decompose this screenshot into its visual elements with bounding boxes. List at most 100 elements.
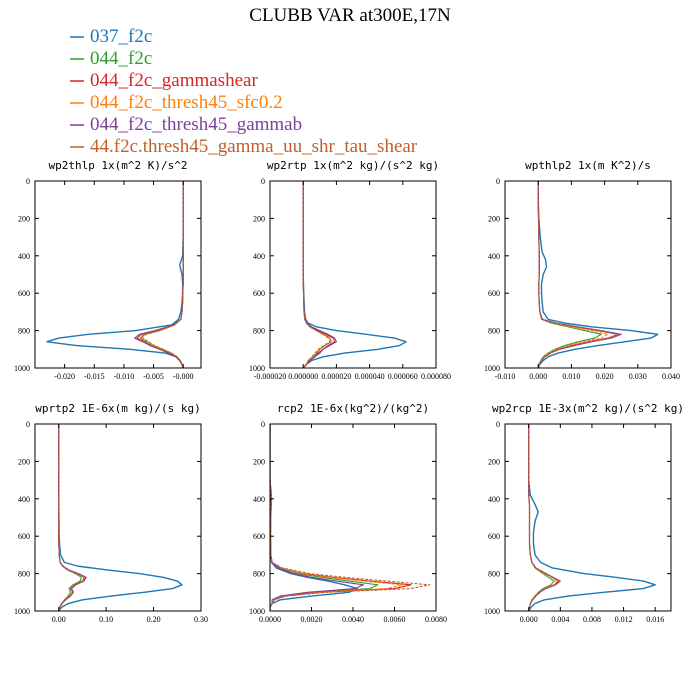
y-tick-label: 600: [488, 532, 500, 541]
x-tick-label: -0.020: [54, 372, 75, 381]
panel-title: wp2thlp 1x(m^2 K)/s^2: [48, 159, 187, 172]
panels: wp2thlp 1x(m^2 K)/s^202004006008001000-0…: [14, 159, 684, 624]
series-group: [302, 181, 407, 368]
y-tick-label: 1000: [249, 364, 265, 373]
series-line: [302, 181, 332, 368]
x-tick-label: 0.20: [147, 615, 161, 624]
figure-title: CLUBB VAR at300E,17N: [249, 5, 451, 26]
y-tick-label: 0: [496, 177, 500, 186]
y-tick-label: 400: [18, 252, 30, 261]
panel-title: wpthlp2 1x(m K^2)/s: [525, 159, 651, 172]
series-group: [58, 424, 183, 611]
series-group: [537, 181, 659, 368]
chart-panel: rcp2 1E-6x(kg^2)/(kg^2) 0 200 400 600 800 1000…: [249, 402, 447, 624]
series-line: [270, 424, 431, 611]
x-tick-label: 0.012: [615, 615, 633, 624]
x-tick-label: 0.00: [52, 615, 66, 624]
axis-frame: [504, 180, 672, 369]
y-tick-label: 800: [488, 327, 500, 336]
chart-panel: wprtp2 1E-6x(m kg)/(s kg) 0 200 400 600 800 10…: [14, 402, 208, 624]
series-line: [528, 424, 656, 611]
y-tick-label: 600: [488, 289, 500, 298]
x-tick-label: 0.000: [529, 372, 547, 381]
x-tick-label: 0.0040: [342, 615, 364, 624]
x-tick-label: 0.040: [662, 372, 680, 381]
chart-panel: wp2rcp 1E-3x(m^2 kg)/(s^2 kg) 0 200 400 600 8…: [484, 402, 684, 624]
x-tick-label: 0.0020: [301, 615, 323, 624]
series-line: [537, 181, 619, 368]
y-tick-label: 0: [261, 420, 265, 429]
y-tick-label: 400: [253, 252, 265, 261]
series-line: [302, 181, 332, 368]
y-tick-label: 200: [253, 457, 265, 466]
y-tick-label: 600: [253, 289, 265, 298]
series-line: [302, 181, 337, 368]
y-tick-label: 1000: [14, 607, 30, 616]
series-line: [139, 181, 184, 368]
y-tick-label: 200: [18, 457, 30, 466]
x-tick-label: 0.020: [596, 372, 614, 381]
y-tick-label: 200: [488, 214, 500, 223]
series-line: [270, 424, 379, 611]
legend-label: 037_f2c: [90, 26, 152, 47]
legend-entry: 044_f2c_gammashear: [70, 70, 258, 91]
y-tick-label: 1000: [249, 607, 265, 616]
x-tick-label: 0.000040: [355, 372, 385, 381]
y-tick-label: 0: [496, 420, 500, 429]
series-group: [270, 424, 431, 611]
x-tick-label: -0.010: [114, 372, 135, 381]
x-tick-label: 0.0080: [425, 615, 447, 624]
x-tick-label: 0.000080: [421, 372, 451, 381]
series-line: [58, 424, 85, 611]
y-tick-label: 1000: [484, 364, 500, 373]
x-tick-label: -0.015: [84, 372, 105, 381]
y-tick-label: 1000: [484, 607, 500, 616]
series-line: [270, 424, 364, 611]
y-tick-label: 600: [18, 532, 30, 541]
axis-frame: [504, 423, 672, 612]
x-tick-label: -0.000: [173, 372, 194, 381]
series-line: [142, 181, 184, 368]
series-line: [302, 181, 407, 368]
x-tick-label: 0.030: [629, 372, 647, 381]
legend-entry: 044_f2c_thresh45_gammab: [70, 114, 302, 135]
y-tick-label: 800: [253, 327, 265, 336]
legend-entry: 044_f2c: [70, 48, 152, 69]
series-line: [46, 181, 184, 368]
x-tick-label: 0.10: [99, 615, 113, 624]
x-tick-label: 0.004: [551, 615, 569, 624]
x-tick-label: 0.000060: [388, 372, 418, 381]
chart-panel: wp2thlp 1x(m^2 K)/s^2 0 200 400 600 800 1000 -0…: [14, 159, 202, 381]
x-tick-label: 0.008: [583, 615, 601, 624]
y-tick-label: 600: [18, 289, 30, 298]
y-tick-label: 600: [253, 532, 265, 541]
x-tick-label: 0.016: [646, 615, 664, 624]
y-tick-label: 200: [253, 214, 265, 223]
y-tick-label: 0: [26, 420, 30, 429]
legend-entry: 44.f2c.thresh45_gamma_uu_shr_tau_shear: [70, 136, 418, 157]
y-tick-label: 1000: [14, 364, 30, 373]
y-tick-label: 800: [18, 570, 30, 579]
x-tick-label: 0.000020: [321, 372, 351, 381]
legend-label: 044_f2c_gammashear: [90, 70, 258, 91]
panel-title: wp2rcp 1E-3x(m^2 kg)/(s^2 kg): [492, 402, 684, 415]
x-tick-label: -0.005: [143, 372, 164, 381]
y-tick-label: 400: [488, 495, 500, 504]
y-tick-label: 800: [18, 327, 30, 336]
series-line: [528, 424, 561, 611]
series-line: [58, 424, 86, 611]
x-tick-label: 0.0060: [384, 615, 406, 624]
series-line: [270, 424, 358, 611]
y-tick-label: 200: [488, 457, 500, 466]
x-tick-label: 0.000: [520, 615, 538, 624]
legend-label: 44.f2c.thresh45_gamma_uu_shr_tau_shear: [90, 136, 418, 157]
panel-title: rcp2 1E-6x(kg^2)/(kg^2): [277, 402, 429, 415]
x-tick-label: -0.000020: [254, 372, 287, 381]
series-group: [46, 181, 184, 368]
panel-title: wprtp2 1E-6x(m kg)/(s kg): [35, 402, 201, 415]
series-line: [537, 181, 602, 368]
y-tick-label: 400: [18, 495, 30, 504]
y-tick-label: 800: [253, 570, 265, 579]
legend-label: 044_f2c_thresh45_gammab: [90, 114, 302, 135]
